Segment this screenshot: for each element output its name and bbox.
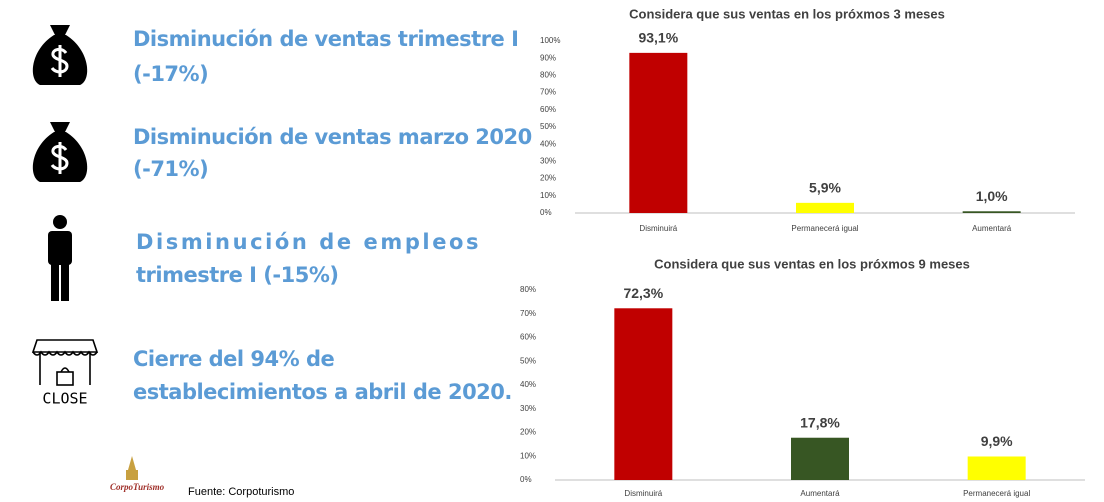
y-tick-label: 70%: [540, 88, 556, 97]
item-text: Cierre del 94% de: [133, 347, 335, 371]
value-label: 17,8%: [800, 414, 840, 430]
bar: [614, 308, 673, 480]
y-tick-label: 90%: [540, 53, 556, 62]
y-tick-label: 50%: [540, 122, 556, 131]
bar: [962, 211, 1021, 213]
person-icon: [48, 215, 72, 301]
logo-icon: [126, 456, 138, 480]
y-tick-label: 30%: [520, 404, 536, 413]
y-tick-label: 40%: [520, 380, 536, 389]
y-tick-label: 10%: [540, 191, 556, 200]
value-label: 93,1%: [638, 30, 678, 46]
money-bag-icon: [32, 25, 88, 85]
item-text: establecimientos a abril de 2020.: [133, 380, 512, 404]
y-tick-label: 20%: [520, 428, 536, 437]
value-label: 1,0%: [976, 188, 1008, 204]
item-text: trimestre I (-15%): [136, 263, 338, 287]
bar: [967, 456, 1026, 480]
item-text: Disminución de empleos: [136, 230, 478, 254]
item-text: (-17%): [133, 62, 208, 86]
source: Fuente: Corpoturismo: [188, 486, 294, 498]
y-tick-label: 20%: [540, 174, 556, 183]
x-tick-label: Disminuirá: [639, 224, 677, 233]
bar: [629, 52, 688, 214]
y-tick-label: 0%: [540, 208, 552, 217]
y-tick-label: 30%: [540, 157, 556, 166]
money-bag-icon: [32, 122, 88, 182]
item-text: Disminución de ventas trimestre I: [133, 27, 518, 51]
bar: [796, 202, 854, 213]
y-tick-label: 100%: [540, 36, 560, 45]
y-tick-label: 10%: [520, 451, 536, 460]
y-tick-label: 80%: [520, 285, 536, 294]
x-tick-label: Aumentará: [800, 489, 840, 498]
icon-label: CLOSE: [42, 390, 87, 408]
y-tick-label: 40%: [540, 139, 556, 148]
item-text: Disminución de ventas marzo 2020: [133, 125, 532, 149]
bar: [791, 437, 849, 480]
y-tick-label: 60%: [520, 333, 536, 342]
value-label: 5,9%: [809, 180, 841, 196]
y-tick-label: 80%: [540, 71, 556, 80]
x-tick-label: Disminuirá: [624, 489, 662, 498]
y-tick-label: 50%: [520, 356, 536, 365]
x-tick-label: Permanecerá igual: [963, 489, 1030, 498]
y-tick-label: 70%: [520, 309, 536, 318]
y-tick-label: 0%: [520, 475, 532, 484]
chart-title: Considera que sus ventas en los próxmos …: [629, 6, 945, 21]
x-tick-label: Permanecerá igual: [791, 224, 858, 233]
item-text: (-71%): [133, 157, 208, 181]
chart-title: Considera que sus ventas en los próxmos …: [654, 256, 970, 271]
value-label: 72,3%: [623, 285, 663, 301]
value-label: 9,9%: [981, 433, 1013, 449]
x-tick-label: Aumentará: [972, 224, 1012, 233]
store-icon: [31, 339, 99, 386]
logo-text: CorpoTurismo: [110, 482, 165, 492]
y-tick-label: 60%: [540, 105, 556, 114]
